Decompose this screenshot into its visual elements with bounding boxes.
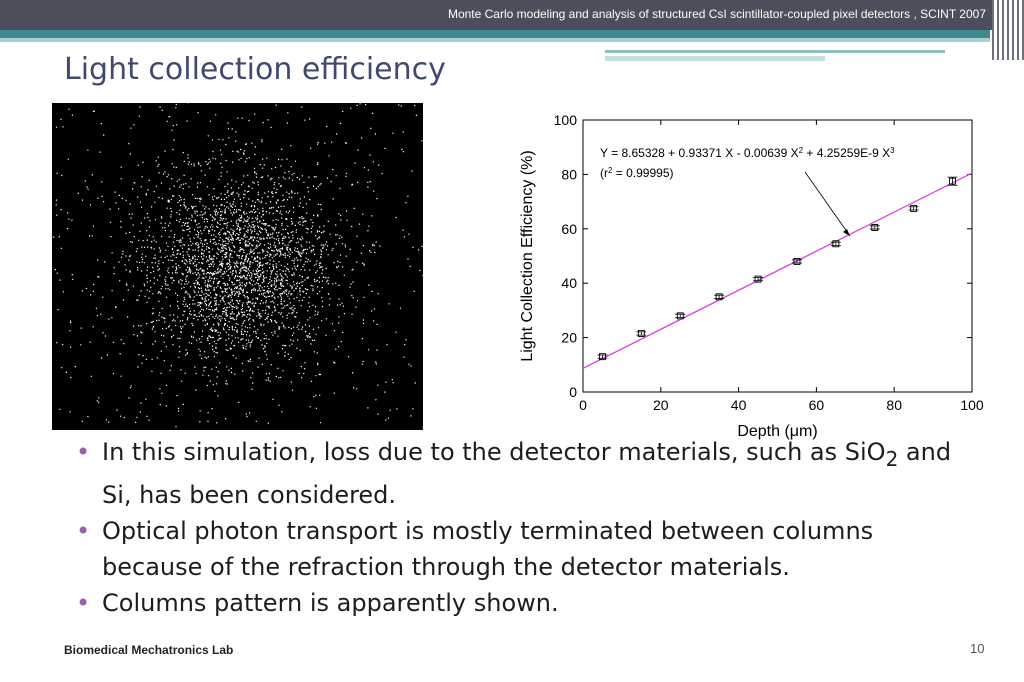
y-tick-label: 0 xyxy=(569,384,577,400)
data-point xyxy=(637,330,645,337)
stripe xyxy=(605,50,945,53)
stripe xyxy=(0,30,990,38)
x-tick-label: 80 xyxy=(886,397,902,413)
data-point xyxy=(754,275,762,283)
text-run: Optical photon transport is mostly termi… xyxy=(102,516,874,581)
text-run: and Si, has been considered. xyxy=(102,438,952,509)
data-point xyxy=(598,353,606,361)
error-bar xyxy=(636,331,647,336)
y-axis-title: Light Collection Efficiency (%) xyxy=(519,150,536,361)
fit-r2: (r2 = 0.99995) xyxy=(600,166,674,181)
annotation-arrow xyxy=(804,171,851,237)
text-run: Columns pattern is apparently shown. xyxy=(102,588,559,617)
data-point xyxy=(676,312,684,320)
y-tick-label: 60 xyxy=(561,221,577,237)
header-text: Monte Carlo modeling and analysis of str… xyxy=(447,7,986,21)
bullet-item: Columns pattern is apparently shown. xyxy=(76,585,976,621)
fit-equation: Y = 8.65328 + 0.93371 X - 0.00639 X2 + 4… xyxy=(600,146,895,161)
x-tick-label: 60 xyxy=(809,397,825,413)
data-point xyxy=(910,204,918,212)
superscript: 3 xyxy=(890,146,895,155)
page-number: 10 xyxy=(970,641,985,656)
x-tick-label: 0 xyxy=(579,397,587,413)
subscript: 2 xyxy=(885,446,899,471)
data-point xyxy=(715,293,723,301)
text-run: Y = 8.65328 + 0.93371 X - 0.00639 X xyxy=(600,146,799,160)
fit-line xyxy=(582,172,973,369)
text-run: (r xyxy=(600,166,608,180)
data-point xyxy=(949,177,956,185)
y-tick-label: 80 xyxy=(561,166,577,182)
arrow-head xyxy=(843,229,850,236)
slide-title: Light collection efficiency xyxy=(64,52,446,87)
header-bar: Monte Carlo modeling and analysis of str… xyxy=(0,0,1024,30)
stripe xyxy=(0,38,990,42)
y-tick-label: 40 xyxy=(561,275,577,291)
data-point xyxy=(832,240,840,248)
text-run: = 0.99995) xyxy=(612,166,673,180)
x-tick-label: 20 xyxy=(653,397,669,413)
x-tick-label: 100 xyxy=(960,397,984,413)
stripe xyxy=(605,56,825,61)
stripe xyxy=(992,0,1024,60)
bullet-item: In this simulation, loss due to the dete… xyxy=(76,434,976,513)
plot-frame xyxy=(582,119,973,393)
superscript: 2 xyxy=(608,166,613,175)
data-point xyxy=(871,223,879,231)
y-tick-label: 100 xyxy=(554,112,578,128)
text-run: In this simulation, loss due to the dete… xyxy=(102,438,886,466)
text-run: + 4.25259E-9 X xyxy=(803,146,890,160)
data-point xyxy=(793,257,801,265)
speckles xyxy=(53,103,423,428)
bullet-list: In this simulation, loss due to the dete… xyxy=(76,434,976,621)
x-tick-label: 40 xyxy=(731,397,747,413)
footer: Biomedical Mechatronics Lab xyxy=(64,643,234,657)
error-bar xyxy=(869,225,880,230)
error-bar xyxy=(908,206,919,211)
bullet-item: Optical photon transport is mostly termi… xyxy=(76,513,976,585)
simulation-image xyxy=(52,103,423,430)
y-tick-label: 20 xyxy=(561,330,577,346)
superscript: 2 xyxy=(799,146,804,155)
error-bar xyxy=(675,313,686,318)
